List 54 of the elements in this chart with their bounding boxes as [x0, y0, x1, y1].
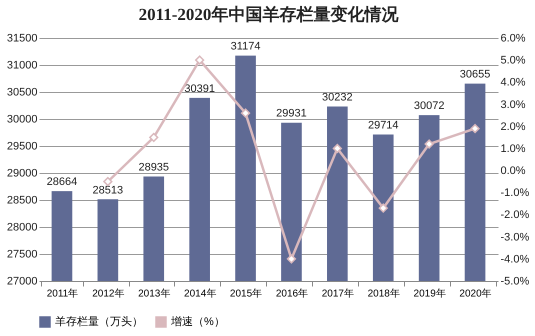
x-tick-label: 2017年 [322, 288, 354, 300]
x-tick-label: 2013年 [138, 288, 170, 300]
data-label: 31174 [230, 40, 260, 53]
y-tick-label: 30500 [6, 86, 38, 98]
y2-tick-label: -4.0% [500, 253, 530, 266]
y2-tick-label: -5.0% [500, 276, 530, 288]
data-label: 29931 [276, 108, 307, 120]
data-label: 28513 [92, 184, 124, 196]
y2-tick-label: -1.0% [500, 187, 530, 200]
y-tick-label: 27500 [6, 248, 38, 260]
y-tick-label: 29000 [6, 168, 38, 180]
x-tick-label: 2016年 [276, 288, 308, 300]
y-tick-label: 30000 [6, 114, 38, 126]
point [378, 203, 388, 213]
data-label: 29714 [368, 119, 399, 132]
y-tick-label: 31000 [6, 60, 38, 72]
y2-tick-label: 0.0% [500, 165, 526, 178]
chart-title: 2011-2020年中国羊存栏量变化情况 [138, 5, 400, 24]
y-tick-label: 29500 [6, 140, 38, 152]
data-label: 28664 [46, 176, 78, 188]
data-label: 30655 [460, 68, 490, 81]
point [332, 144, 342, 154]
x-tick-label: 2014年 [184, 288, 216, 300]
point [103, 176, 112, 186]
y-tick-label: 31500 [6, 32, 38, 44]
legend-label: 增速（%） [170, 315, 225, 328]
data-label: 30232 [322, 91, 353, 104]
y-tick-label: 27000 [6, 276, 38, 288]
point [470, 124, 480, 134]
point [424, 139, 434, 149]
x-tick-label: 2018年 [368, 288, 400, 300]
y2-tick-label: 4.0% [500, 76, 526, 89]
point [286, 254, 296, 264]
y2-tick-label: -3.0% [500, 231, 530, 244]
y2-tick-label: 3.0% [500, 98, 526, 111]
y2-tick-label: 5.0% [500, 54, 526, 67]
y2-tick-label: 6.0% [500, 32, 526, 44]
y-tick-label: 28000 [6, 222, 38, 234]
data-label: 30072 [414, 100, 444, 112]
x-tick-label: 2015年 [230, 288, 262, 300]
x-tick-label: 2020年 [459, 288, 492, 300]
y-tick-label: 28500 [6, 194, 38, 206]
point [240, 108, 250, 118]
data-label: 28935 [138, 162, 170, 174]
y2-tick-label: 1.0% [500, 142, 526, 155]
legend-label: 羊存栏量（万头） [55, 315, 143, 328]
x-tick-label: 2019年 [414, 288, 446, 300]
x-tick-label: 2011年 [46, 288, 78, 300]
x-tick-label: 2012年 [92, 288, 124, 300]
y2-tick-label: -2.0% [500, 209, 530, 222]
data-label: 30391 [184, 82, 215, 95]
point [149, 132, 158, 142]
y2-tick-label: 2.0% [500, 120, 526, 133]
point [195, 55, 204, 65]
